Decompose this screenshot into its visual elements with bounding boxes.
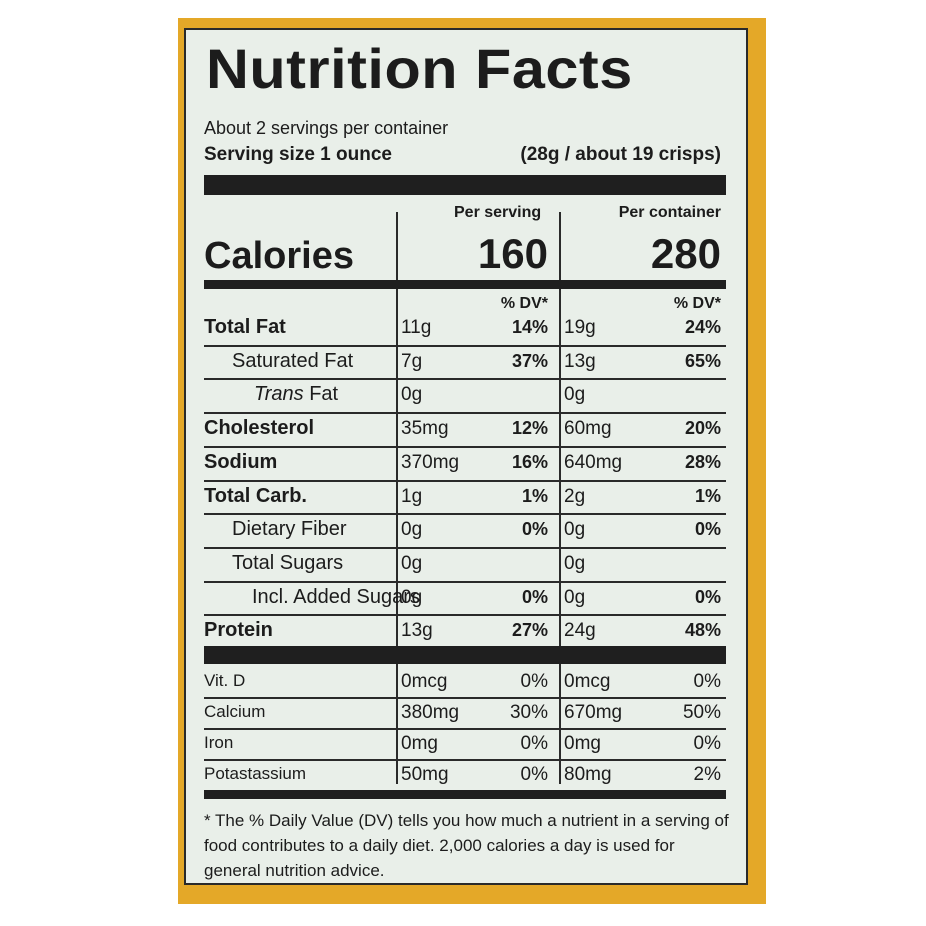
container-dv: 28% bbox=[684, 451, 721, 472]
row-divider bbox=[204, 344, 726, 347]
serving-dv: 0% bbox=[520, 764, 548, 785]
row-divider bbox=[204, 697, 726, 699]
thick-divider-footnote bbox=[204, 790, 726, 799]
container-dv: 2% bbox=[693, 764, 721, 785]
nutrient-label: Saturated Fat bbox=[232, 349, 354, 372]
thick-divider-calories bbox=[204, 280, 726, 289]
nutrient-label: Incl. Added Sugars bbox=[252, 585, 420, 608]
container-amount: 13g bbox=[564, 350, 596, 372]
serving-amount: 35mg bbox=[401, 418, 449, 440]
servings-per-container: About 2 servings per container bbox=[204, 118, 449, 138]
row-divider bbox=[204, 580, 726, 583]
serving-amount: 380mg bbox=[401, 702, 460, 723]
vitamin-label: Potastassium bbox=[204, 764, 307, 783]
panel-title: Nutrition Facts bbox=[206, 37, 633, 100]
container-dv: 0% bbox=[693, 671, 721, 692]
serving-amount: 0mcg bbox=[401, 671, 448, 692]
dv-header-serving: % DV* bbox=[500, 295, 548, 312]
container-amount: 24g bbox=[564, 620, 596, 642]
nutrient-label: Trans Fat bbox=[254, 383, 338, 406]
serving-dv: 12% bbox=[511, 418, 548, 439]
per-serving-header: Per serving bbox=[454, 204, 542, 221]
row-divider bbox=[204, 728, 726, 730]
serving-amount: 13g bbox=[401, 620, 433, 642]
serving-size-detail: (28g / about 19 crisps) bbox=[520, 144, 721, 165]
serving-amount: 0g bbox=[401, 552, 423, 574]
serving-dv: 0% bbox=[521, 586, 548, 607]
container-amount: 2g bbox=[564, 485, 586, 507]
serving-dv: 0% bbox=[521, 519, 548, 540]
container-dv: 0% bbox=[694, 519, 721, 540]
serving-amount: 0g bbox=[401, 384, 423, 406]
nutrient-label-italic: Trans bbox=[254, 383, 304, 406]
serving-size-label: Serving size 1 ounce bbox=[204, 144, 392, 165]
container-amount: 19g bbox=[564, 317, 596, 338]
nutrient-label-rest: Fat bbox=[303, 383, 339, 406]
serving-dv: 14% bbox=[511, 317, 548, 337]
container-dv: 20% bbox=[684, 418, 721, 439]
row-divider bbox=[204, 479, 726, 482]
dv-header-container: % DV* bbox=[673, 295, 721, 312]
serving-amount: 0g bbox=[401, 519, 423, 541]
nutrient-label: Cholesterol bbox=[204, 417, 315, 440]
container-amount: 0g bbox=[564, 552, 586, 574]
container-dv: 0% bbox=[693, 733, 721, 754]
serving-dv: 0% bbox=[520, 671, 548, 692]
footnote: * The % Daily Value (DV) tells you how m… bbox=[204, 811, 729, 880]
serving-amount: 7g bbox=[401, 350, 423, 372]
serving-dv: 27% bbox=[511, 620, 548, 641]
row-divider bbox=[204, 614, 726, 617]
container-dv: 24% bbox=[684, 317, 721, 337]
row-divider bbox=[204, 445, 726, 448]
serving-amount: 370mg bbox=[401, 451, 460, 473]
container-amount: 0mcg bbox=[564, 671, 611, 692]
nutrient-label: Dietary Fiber bbox=[232, 518, 347, 541]
row-divider bbox=[204, 759, 726, 761]
nutrient-label: Sodium bbox=[204, 450, 278, 473]
container-dv: 48% bbox=[684, 620, 721, 641]
serving-amount: 1g bbox=[401, 485, 423, 507]
nutrient-label: Total Fat bbox=[204, 316, 286, 338]
row-divider bbox=[204, 546, 726, 549]
container-amount: 640mg bbox=[564, 451, 623, 473]
container-amount: 0g bbox=[564, 586, 586, 608]
container-dv: 65% bbox=[684, 350, 721, 371]
vitamin-label: Vit. D bbox=[204, 671, 246, 690]
serving-amount: 11g bbox=[401, 317, 432, 338]
serving-dv: 37% bbox=[511, 350, 548, 371]
serving-amount: 0g bbox=[401, 586, 423, 608]
row-divider bbox=[204, 378, 726, 381]
container-amount: 60mg bbox=[564, 418, 612, 440]
container-dv: 1% bbox=[694, 485, 721, 506]
calories-per-serving: 160 bbox=[477, 230, 548, 277]
serving-dv: 16% bbox=[511, 451, 548, 472]
calories-label: Calories bbox=[204, 235, 354, 277]
serving-dv: 30% bbox=[509, 702, 548, 723]
column-divider-1 bbox=[396, 212, 398, 784]
serving-dv: 1% bbox=[521, 485, 548, 506]
container-amount: 0g bbox=[564, 519, 586, 541]
serving-amount: 50mg bbox=[401, 764, 449, 785]
row-divider bbox=[204, 412, 726, 415]
container-amount: 670mg bbox=[564, 702, 623, 723]
column-divider-2 bbox=[559, 212, 561, 784]
nutrition-facts-panel: Nutrition Facts About 2 servings per con… bbox=[184, 28, 748, 885]
nutrient-label: Total Sugars bbox=[232, 551, 344, 574]
container-dv: 50% bbox=[682, 702, 721, 723]
per-container-header: Per container bbox=[618, 204, 721, 221]
calories-per-container: 280 bbox=[650, 230, 721, 277]
container-amount: 0g bbox=[564, 384, 586, 406]
thick-divider-vitamins bbox=[204, 646, 726, 664]
row-divider bbox=[204, 513, 726, 516]
vitamin-label: Calcium bbox=[204, 702, 266, 721]
container-amount: 0mg bbox=[564, 733, 601, 754]
nutrient-label: Protein bbox=[204, 619, 273, 642]
container-dv: 0% bbox=[694, 586, 721, 607]
container-amount: 80mg bbox=[564, 764, 612, 785]
serving-dv: 0% bbox=[520, 733, 548, 754]
nutrient-label: Total Carb. bbox=[204, 484, 307, 507]
serving-amount: 0mg bbox=[401, 733, 438, 754]
vitamin-label: Iron bbox=[204, 733, 234, 752]
thick-divider-top bbox=[204, 175, 726, 195]
